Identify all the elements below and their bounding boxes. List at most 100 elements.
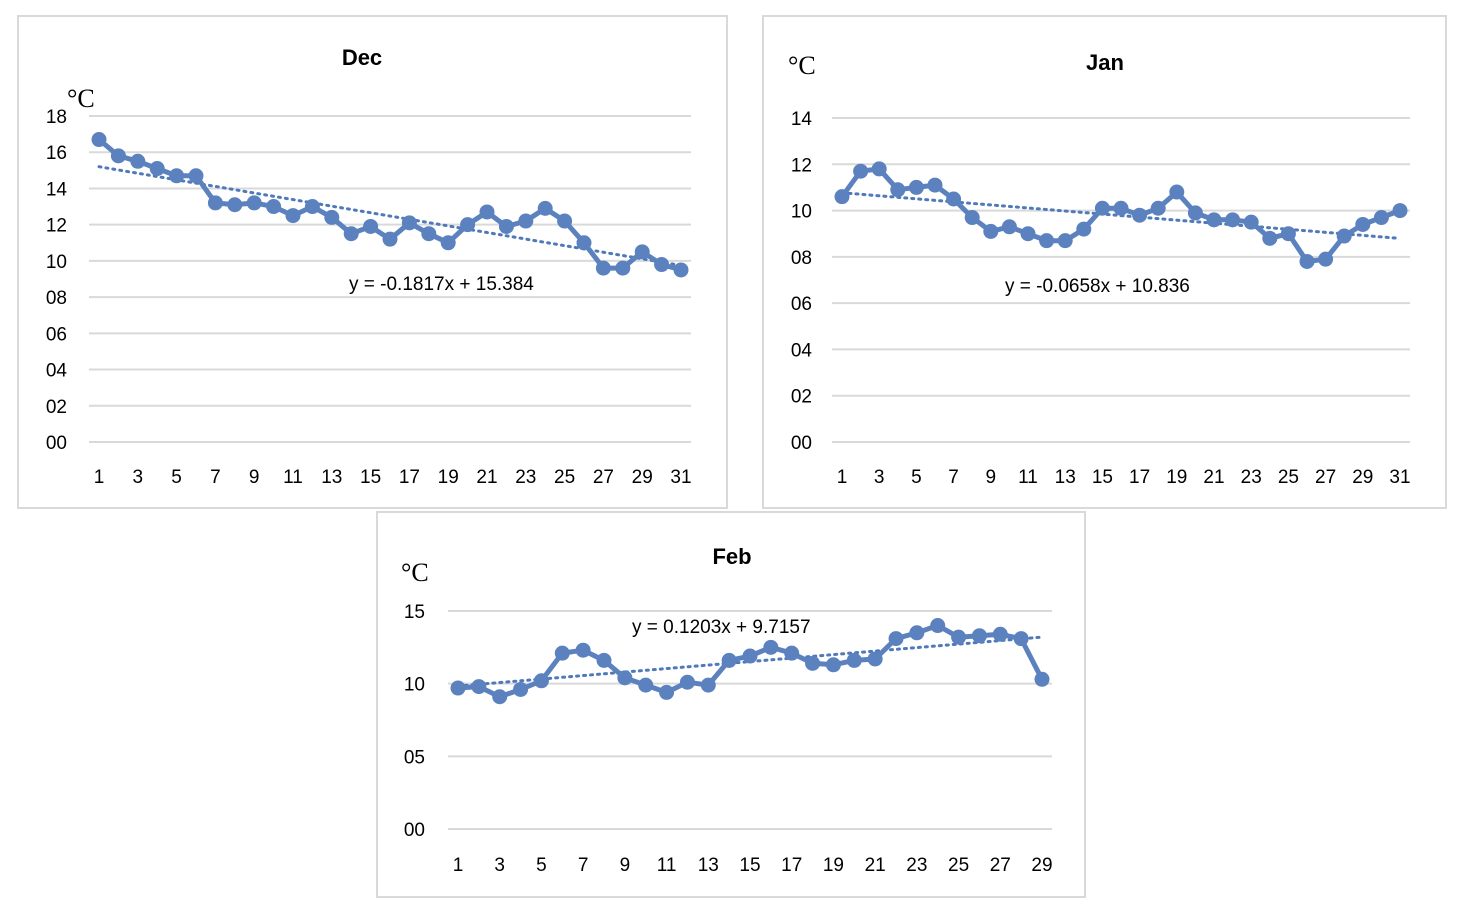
chart-jan-data-point (1132, 207, 1148, 223)
chart-jan-x-tick-label: 31 (1389, 467, 1410, 488)
chart-jan-data-point (1373, 210, 1389, 226)
chart-dec-data-point (110, 148, 126, 164)
chart-dec-ylabel: °C (67, 84, 95, 113)
chart-feb-x-tick-label: 27 (990, 855, 1011, 876)
chart-dec-data-point (634, 244, 650, 260)
chart-jan-data-point (1392, 203, 1408, 219)
chart-dec-data-point (149, 161, 165, 177)
chart-jan-data-point (964, 210, 980, 226)
chart-jan-data-point (1057, 233, 1073, 249)
chart-feb-data-point (742, 648, 758, 664)
chart-feb-x-tick-label: 3 (494, 855, 505, 876)
chart-dec-y-tick-label: 06 (46, 324, 67, 345)
chart-dec-data-point (401, 215, 417, 231)
chart-feb-data-point (909, 625, 925, 641)
chart-jan-title: Jan (1086, 50, 1124, 75)
chart-dec-data-point (324, 209, 340, 225)
chart-dec-data-point (576, 235, 592, 251)
chart-feb-data-point (867, 651, 883, 667)
chart-dec-x-tick-label: 17 (399, 467, 420, 488)
chart-feb-data-point (784, 645, 800, 661)
chart-feb-data-point (617, 670, 633, 686)
chart-jan-data-point (871, 161, 887, 177)
chart-jan-x-tick-label: 13 (1055, 467, 1076, 488)
chart-feb-data-point (659, 684, 675, 700)
chart-dec-series-line (97, 137, 682, 273)
chart-jan-data-point (890, 182, 906, 198)
chart-jan-data-point (983, 223, 999, 239)
chart-dec-y-tick-label: 04 (46, 361, 68, 382)
chart-feb-data-point (721, 652, 737, 668)
chart-jan-y-tick-label: 02 (791, 387, 812, 408)
chart-dec-y-tick-label: 00 (46, 433, 67, 454)
chart-dec-data-point (304, 199, 320, 215)
chart-jan-x-tick-label: 11 (1018, 467, 1038, 488)
chart-jan-x-tick-label: 21 (1203, 467, 1224, 488)
chart-feb-trendline-equation: y = 0.1203x + 9.7157 (632, 617, 811, 638)
chart-feb-data-point (1013, 631, 1029, 647)
chart-dec-y-tick-label: 08 (46, 288, 67, 309)
chart-jan-data-point (1187, 205, 1203, 221)
chart-feb-data-point (450, 680, 466, 696)
chart-jan-data-point (1355, 216, 1371, 232)
chart-jan-data-point (927, 177, 943, 193)
chart-jan-data-point (1001, 219, 1017, 235)
chart-dec-data-point (615, 260, 631, 276)
chart-jan-data-point (1243, 214, 1259, 230)
chart-jan-data-point (1299, 253, 1315, 269)
chart-dec-x-tick-label: 9 (249, 467, 260, 488)
chart-feb-data-point (700, 677, 716, 693)
chart-dec-x-tick-label: 29 (632, 467, 653, 488)
chart-jan-x-tick-label: 7 (948, 467, 959, 488)
chart-jan-x-tick-label: 27 (1315, 467, 1336, 488)
chart-jan-x-tick-label: 3 (874, 467, 885, 488)
chart-feb-data-point (763, 639, 779, 655)
chart-jan-x-tick-label: 15 (1092, 467, 1113, 488)
chart-dec-data-point (363, 218, 379, 234)
chart-feb-data-point (492, 689, 508, 705)
chart-feb-x-tick-label: 1 (453, 855, 464, 876)
chart-jan-data-point (1020, 226, 1036, 242)
chart-jan-x-tick-label: 19 (1166, 467, 1187, 488)
chart-dec-title: Dec (342, 45, 382, 70)
chart-dec-x-tick-label: 25 (554, 467, 575, 488)
chart-jan-y-tick-label: 14 (791, 109, 813, 130)
chart-dec-x-tick-label: 15 (360, 467, 381, 488)
chart-feb-x-tick-label: 7 (578, 855, 589, 876)
chart-jan-x-tick-label: 9 (986, 467, 997, 488)
chart-feb-data-point (638, 677, 654, 693)
chart-dec-y-tick-label: 14 (46, 179, 68, 200)
chart-feb-x-tick-label: 5 (536, 855, 547, 876)
chart-feb-data-point (971, 628, 987, 644)
chart-jan-ylabel: °C (788, 51, 816, 80)
chart-feb-x-tick-label: 25 (948, 855, 969, 876)
chart-dec-x-tick-label: 23 (515, 467, 536, 488)
chart-dec-x-tick-label: 19 (438, 467, 459, 488)
chart-dec-x-tick-label: 21 (476, 467, 497, 488)
chart-feb-data-point (846, 652, 862, 668)
chart-jan-data-point (1094, 200, 1110, 216)
chart-feb-x-tick-label: 15 (739, 855, 760, 876)
chart-jan-x-tick-label: 5 (911, 467, 922, 488)
chart-dec-trendline (97, 165, 683, 267)
chart-dec-data-point (91, 132, 107, 148)
chart-dec-data-point (207, 195, 223, 211)
chart-jan-y-tick-label: 00 (791, 433, 812, 454)
chart-feb-x-tick-label: 23 (906, 855, 927, 876)
chart-dec-data-point (382, 231, 398, 247)
chart-jan-trendline-equation: y = -0.0658x + 10.836 (1005, 276, 1190, 297)
chart-dec-data-point (440, 235, 456, 251)
chart-dec-data-point (169, 168, 185, 184)
chart-dec-x-tick-label: 13 (321, 467, 342, 488)
chart-dec-data-point (498, 218, 514, 234)
chart-jan-x-tick-label: 17 (1129, 467, 1150, 488)
chart-dec-data-point (654, 257, 670, 273)
chart-jan-y-tick-label: 06 (791, 294, 812, 315)
chart-dec-data-point (479, 204, 495, 220)
chart-feb-data-point (554, 645, 570, 661)
chart-dec-data-point (421, 226, 437, 242)
chart-dec-data-point (130, 153, 146, 169)
